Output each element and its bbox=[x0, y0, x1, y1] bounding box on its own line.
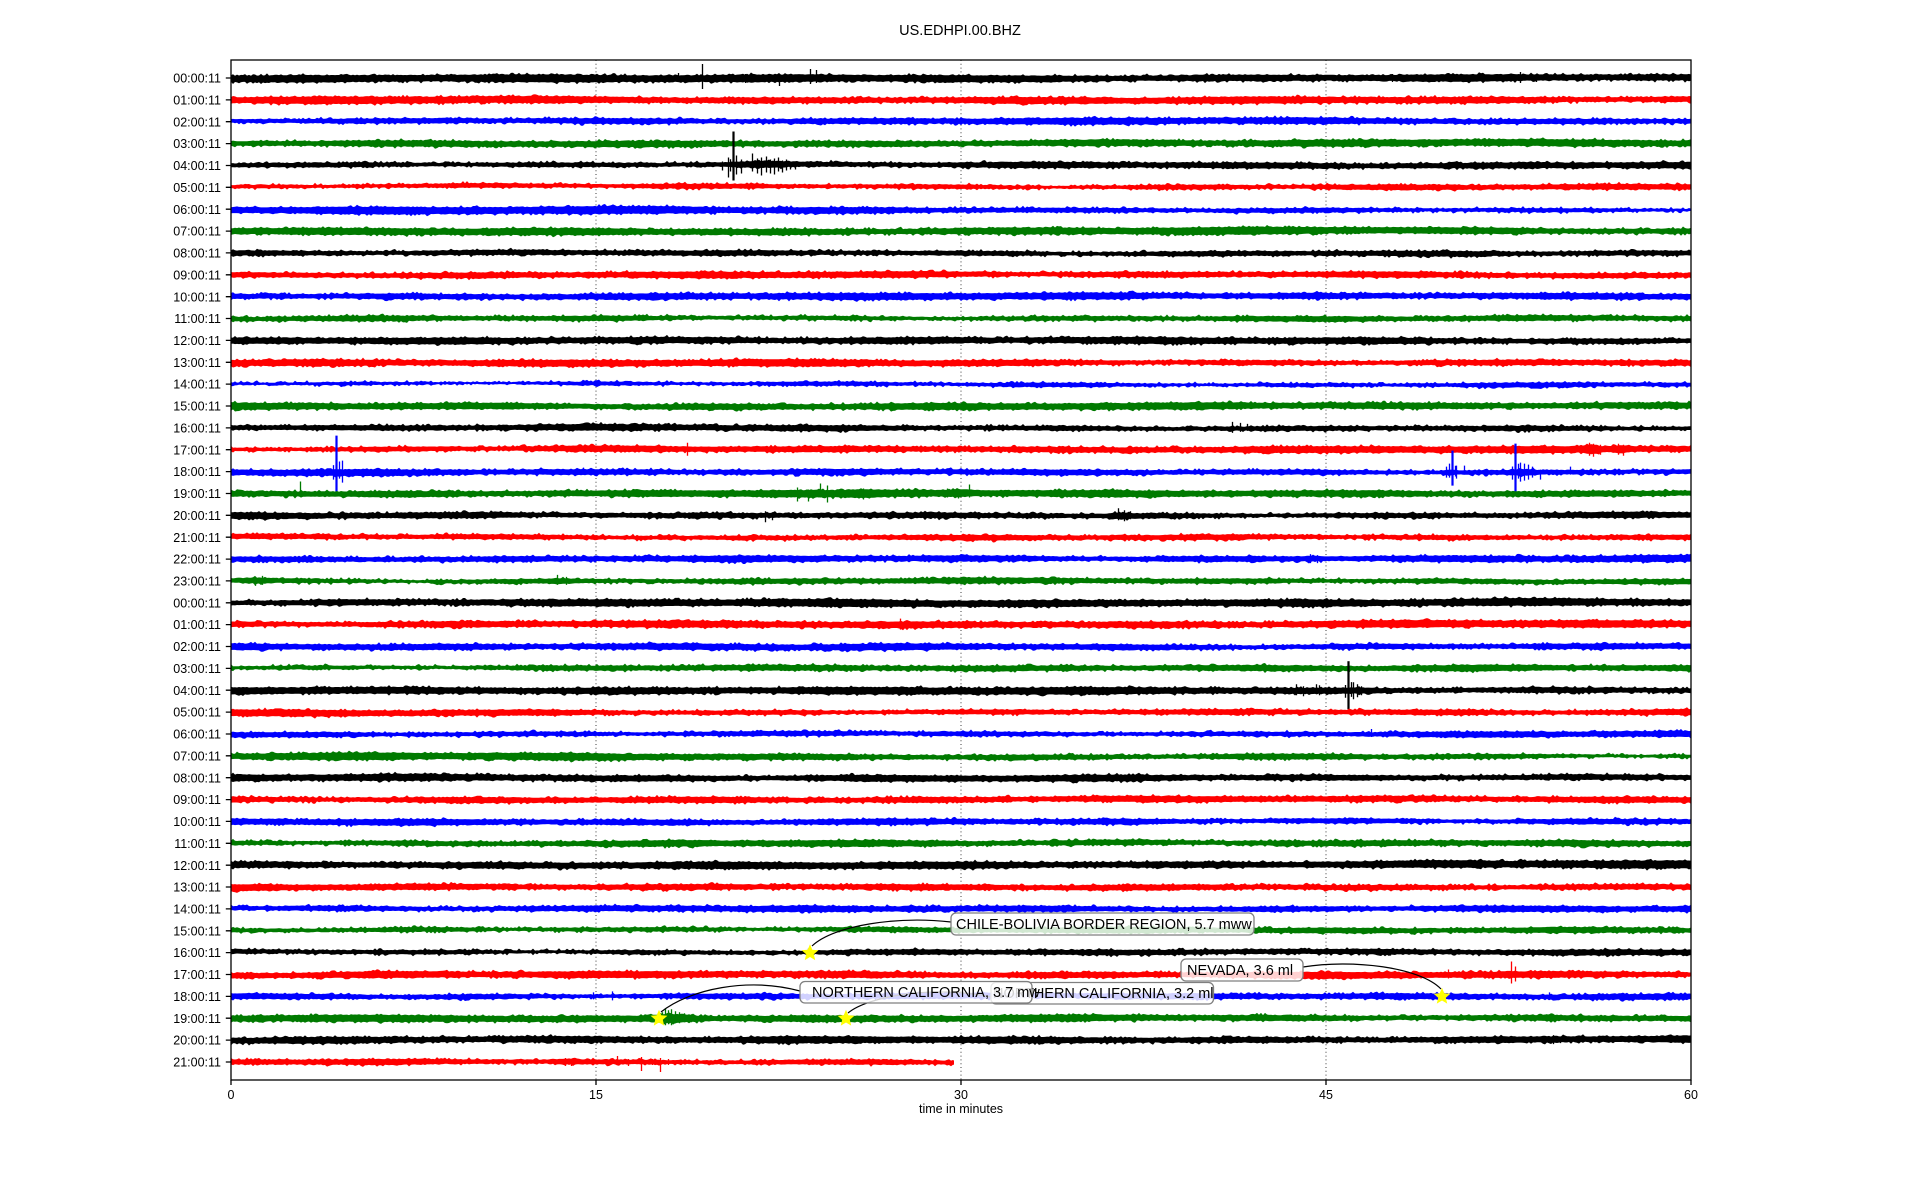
svg-text:03:00:11: 03:00:11 bbox=[173, 662, 221, 676]
svg-text:22:00:11: 22:00:11 bbox=[173, 553, 221, 567]
svg-text:NORTHERN CALIFORNIA, 3.2 ml: NORTHERN CALIFORNIA, 3.2 ml bbox=[993, 986, 1214, 1002]
svg-text:14:00:11: 14:00:11 bbox=[173, 378, 221, 392]
svg-text:13:00:11: 13:00:11 bbox=[173, 881, 221, 895]
svg-text:20:00:11: 20:00:11 bbox=[173, 1034, 221, 1048]
svg-text:23:00:11: 23:00:11 bbox=[173, 575, 221, 589]
svg-text:00:00:11: 00:00:11 bbox=[173, 72, 221, 86]
svg-text:02:00:11: 02:00:11 bbox=[173, 640, 221, 654]
svg-text:11:00:11: 11:00:11 bbox=[174, 312, 221, 326]
svg-text:13:00:11: 13:00:11 bbox=[173, 356, 221, 370]
svg-text:08:00:11: 08:00:11 bbox=[173, 771, 221, 785]
svg-text:60: 60 bbox=[1684, 1088, 1698, 1102]
svg-text:10:00:11: 10:00:11 bbox=[173, 815, 221, 829]
svg-text:01:00:11: 01:00:11 bbox=[173, 94, 221, 108]
svg-text:NEVADA, 3.6 ml: NEVADA, 3.6 ml bbox=[1187, 963, 1293, 979]
svg-text:01:00:11: 01:00:11 bbox=[173, 618, 221, 632]
svg-text:07:00:11: 07:00:11 bbox=[173, 225, 221, 239]
svg-text:10:00:11: 10:00:11 bbox=[173, 290, 221, 304]
svg-text:18:00:11: 18:00:11 bbox=[173, 465, 221, 479]
svg-text:12:00:11: 12:00:11 bbox=[173, 334, 221, 348]
svg-text:0: 0 bbox=[228, 1088, 235, 1102]
svg-text:17:00:11: 17:00:11 bbox=[173, 443, 221, 457]
svg-text:08:00:11: 08:00:11 bbox=[173, 247, 221, 261]
svg-text:NORTHERN CALIFORNIA, 3.7 mw: NORTHERN CALIFORNIA, 3.7 mw bbox=[812, 985, 1040, 1001]
svg-text:15:00:11: 15:00:11 bbox=[173, 924, 221, 938]
svg-text:16:00:11: 16:00:11 bbox=[173, 422, 221, 436]
svg-text:15:00:11: 15:00:11 bbox=[173, 400, 221, 414]
svg-text:11:00:11: 11:00:11 bbox=[174, 837, 221, 851]
svg-text:04:00:11: 04:00:11 bbox=[173, 684, 221, 698]
svg-text:19:00:11: 19:00:11 bbox=[173, 487, 221, 501]
svg-text:09:00:11: 09:00:11 bbox=[173, 268, 221, 282]
svg-text:12:00:11: 12:00:11 bbox=[173, 859, 221, 873]
svg-text:05:00:11: 05:00:11 bbox=[173, 181, 221, 195]
svg-text:07:00:11: 07:00:11 bbox=[173, 749, 221, 763]
svg-text:45: 45 bbox=[1319, 1088, 1333, 1102]
svg-text:US.EDHPI.00.BHZ: US.EDHPI.00.BHZ bbox=[899, 23, 1021, 39]
svg-text:06:00:11: 06:00:11 bbox=[173, 203, 221, 217]
svg-text:05:00:11: 05:00:11 bbox=[173, 706, 221, 720]
svg-text:time in minutes: time in minutes bbox=[919, 1102, 1003, 1116]
svg-text:00:00:11: 00:00:11 bbox=[173, 596, 221, 610]
svg-text:CHILE-BOLIVIA BORDER REGION, 5: CHILE-BOLIVIA BORDER REGION, 5.7 mww bbox=[956, 917, 1252, 933]
svg-text:19:00:11: 19:00:11 bbox=[173, 1012, 221, 1026]
svg-text:30: 30 bbox=[954, 1088, 968, 1102]
svg-text:18:00:11: 18:00:11 bbox=[173, 990, 221, 1004]
svg-text:15: 15 bbox=[589, 1088, 603, 1102]
svg-text:21:00:11: 21:00:11 bbox=[173, 531, 221, 545]
svg-text:02:00:11: 02:00:11 bbox=[173, 115, 221, 129]
svg-text:20:00:11: 20:00:11 bbox=[173, 509, 221, 523]
svg-text:09:00:11: 09:00:11 bbox=[173, 793, 221, 807]
svg-text:03:00:11: 03:00:11 bbox=[173, 137, 221, 151]
svg-text:17:00:11: 17:00:11 bbox=[173, 968, 221, 982]
svg-text:06:00:11: 06:00:11 bbox=[173, 728, 221, 742]
svg-text:04:00:11: 04:00:11 bbox=[173, 159, 221, 173]
svg-text:14:00:11: 14:00:11 bbox=[173, 903, 221, 917]
svg-text:21:00:11: 21:00:11 bbox=[173, 1056, 221, 1070]
svg-text:16:00:11: 16:00:11 bbox=[173, 946, 221, 960]
